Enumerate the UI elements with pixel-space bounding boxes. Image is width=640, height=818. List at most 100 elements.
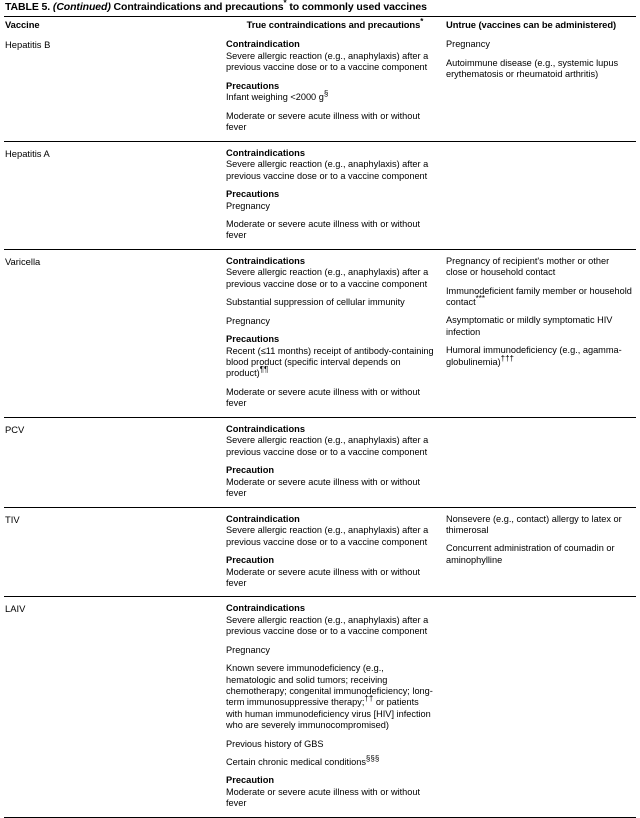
- untrue-item: Pregnancy: [446, 39, 490, 50]
- group-heading: Precaution: [226, 465, 275, 476]
- table-row: PCV Contraindications Severe allergic reac…: [4, 416, 636, 507]
- group-item: Recent (≤11 months) receipt of antibody-…: [226, 345, 434, 379]
- group-item: Severe allergic reaction (e.g., anaphyla…: [226, 525, 429, 547]
- untrue-item: Immunodeficient family member or househo…: [446, 285, 632, 308]
- true-contraindications-cell: Contraindications Severe allergic reactio…: [226, 416, 444, 507]
- table-row: LAIV Contraindications Severe allergic rea…: [4, 596, 636, 817]
- title-bottom-rule: [4, 16, 636, 17]
- vaccine-name-cell: Varicella: [4, 248, 226, 418]
- untrue-item: Asymptomatic or mildly symptomatic HIV i…: [446, 315, 613, 337]
- vaccine-name: Varicella: [5, 255, 41, 267]
- group-heading: Contraindications: [226, 423, 306, 434]
- group-heading: Contraindication: [226, 513, 300, 524]
- true-contraindications-cell: Contraindications Severe allergic reactio…: [226, 140, 444, 250]
- untrue-item: Concurrent administration of coumadin or…: [446, 543, 615, 565]
- group-item: Severe allergic reaction (e.g., anaphyla…: [226, 51, 429, 73]
- group-item: Moderate or severe acute illness with or…: [226, 219, 421, 241]
- untrue-item: Nonsevere (e.g., contact) allergy to lat…: [446, 513, 622, 535]
- true-contraindications-cell: Contraindications Severe allergic reactio…: [226, 248, 444, 418]
- group-item: Severe allergic reaction (e.g., anaphyla…: [226, 614, 429, 637]
- footnote-marker: §§§: [365, 753, 380, 763]
- group-heading: Precaution: [226, 775, 275, 786]
- vaccine-name: TIV: [5, 513, 20, 525]
- table-title-continued: (Continued): [52, 1, 111, 13]
- table-body: Hepatitis B Contraindication Severe allerg…: [4, 33, 636, 817]
- true-contraindications-cell: Contraindications Severe allergic reactio…: [226, 596, 444, 817]
- vaccine-name-cell: Hepatitis B: [4, 33, 226, 141]
- contraindication-group: Contraindications Severe allergic reactio…: [226, 424, 434, 458]
- untrue-item: Humoral immunodeficiency (e.g., agamma-g…: [446, 345, 622, 367]
- vaccine-name: PCV: [5, 423, 25, 435]
- column-header-true-contraindications-label: True contraindications and precautions: [246, 19, 421, 30]
- header-row: Vaccine True contraindications and preca…: [4, 17, 636, 33]
- group-heading: Contraindications: [226, 147, 306, 158]
- column-header-untrue: Untrue (vaccines can be administered): [446, 19, 617, 30]
- table-row: Varicella Contraindications Severe allergi…: [4, 248, 636, 418]
- contraindication-group: Contraindications Severe allergic reactio…: [226, 256, 434, 327]
- table-title: TABLE 5. (Continued) Contraindications a…: [4, 0, 636, 16]
- table-title-prefix: TABLE 5.: [5, 1, 53, 13]
- true-contraindications-cell: Contraindication Severe allergic reaction…: [226, 33, 444, 141]
- vaccine-name-cell: LAIV: [4, 596, 226, 817]
- table-title-suffix: to commonly used vaccines: [286, 1, 427, 13]
- group-heading: Contraindications: [226, 603, 306, 614]
- contraindication-group: Precautions Pregnancy Moderate or severe a…: [226, 189, 434, 242]
- vaccine-name-cell: TIV: [4, 506, 226, 597]
- contraindication-group: Precaution Moderate or severe acute illne…: [226, 775, 434, 809]
- untrue-contraindications-cell: [444, 416, 636, 507]
- group-item: Moderate or severe acute illness with or…: [226, 386, 421, 409]
- group-item: Severe allergic reaction (e.g., anaphyla…: [226, 435, 429, 457]
- group-heading: Precautions: [226, 189, 280, 200]
- table-page: TABLE 5. (Continued) Contraindications a…: [4, 0, 636, 818]
- contraindication-group: Contraindications Severe allergic reactio…: [226, 603, 434, 768]
- group-item: Moderate or severe acute illness with or…: [226, 786, 421, 809]
- table-header: Vaccine True contraindications and preca…: [4, 17, 636, 33]
- footnote-marker: §: [323, 89, 329, 99]
- group-heading: Contraindications: [226, 255, 306, 266]
- table-row: Hepatitis A Contraindications Severe aller…: [4, 140, 636, 250]
- column-header-true-contraindications: True contraindications and precautions*: [226, 17, 444, 33]
- contraindication-group: Precaution Moderate or severe acute illne…: [226, 555, 434, 589]
- vaccine-name: Hepatitis B: [5, 39, 51, 51]
- footnote-marker: †††: [500, 353, 515, 363]
- group-item: Known severe immunodeficiency (e.g., hem…: [226, 663, 433, 731]
- group-item: Moderate or severe acute illness with or…: [226, 566, 421, 588]
- vaccine-name-cell: PCV: [4, 416, 226, 507]
- footnote-marker: ***: [475, 294, 485, 303]
- group-heading: Precaution: [226, 554, 275, 565]
- group-item: Substantial suppression of cellular immu…: [226, 297, 405, 308]
- untrue-item: Pregnancy of recipient's mother or other…: [446, 255, 610, 278]
- vaccine-name-cell: Hepatitis A: [4, 140, 226, 250]
- group-heading: Contraindication: [226, 39, 300, 50]
- untrue-item: Autoimmune disease (e.g., systemic lupus…: [446, 57, 619, 80]
- group-item: Moderate or severe acute illness with or…: [226, 110, 421, 133]
- group-heading: Precautions: [226, 80, 280, 91]
- group-item: Pregnancy: [226, 315, 270, 326]
- group-item: Severe allergic reaction (e.g., anaphyla…: [226, 159, 429, 181]
- group-item: Previous history of GBS: [226, 738, 324, 749]
- vaccine-name: LAIV: [5, 603, 26, 615]
- true-contraindications-cell: Contraindication Severe allergic reaction…: [226, 506, 444, 597]
- table-title-footnote-marker: *: [283, 0, 287, 8]
- untrue-contraindications-cell: Pregnancy of recipient's mother or other…: [444, 248, 636, 418]
- untrue-contraindications-cell: [444, 140, 636, 250]
- untrue-contraindications-cell: Pregnancy Autoimmune disease (e.g., syste…: [444, 33, 636, 141]
- contraindication-group: Contraindication Severe allergic reaction…: [226, 39, 434, 73]
- group-item: Severe allergic reaction (e.g., anaphyla…: [226, 267, 429, 289]
- table-title-rest: Contraindications and precautions: [110, 1, 284, 13]
- untrue-contraindications-cell: Nonsevere (e.g., contact) allergy to lat…: [444, 506, 636, 597]
- footnote-marker: ¶¶: [259, 365, 269, 375]
- group-item: Infant weighing <2000 g§: [226, 89, 329, 103]
- column-header-vaccine: Vaccine: [5, 19, 40, 30]
- vaccine-name: Hepatitis A: [5, 147, 50, 159]
- contraindication-group: Precaution Moderate or severe acute illne…: [226, 465, 434, 499]
- untrue-contraindications-cell: [444, 596, 636, 817]
- group-item: Pregnancy: [226, 644, 270, 655]
- contraindication-group: Precautions Infant weighing <2000 g§ Moder…: [226, 81, 434, 134]
- footnote-marker: ††: [364, 694, 374, 704]
- column-header-footnote-marker: *: [420, 16, 424, 26]
- contraindication-group: Contraindication Severe allergic reaction…: [226, 514, 434, 548]
- contraindication-group: Precautions Recent (≤11 months) receipt o…: [226, 334, 434, 410]
- group-item: Certain chronic medical conditions§§§: [226, 753, 380, 767]
- contraindication-group: Contraindications Severe allergic reactio…: [226, 148, 434, 182]
